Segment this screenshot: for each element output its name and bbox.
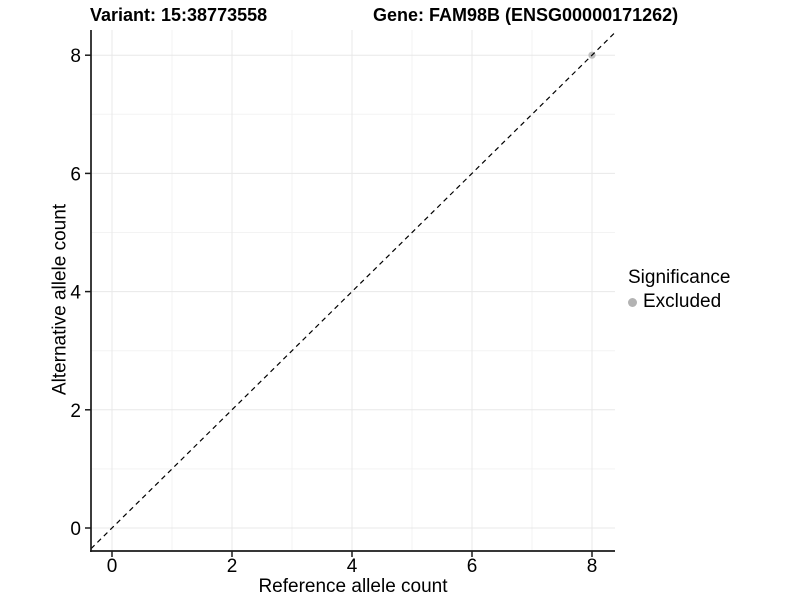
- legend-item-excluded: Excluded: [628, 291, 730, 313]
- y-tick-label: 6: [70, 164, 81, 185]
- x-tick-label: 2: [227, 556, 238, 577]
- y-tick-label: 2: [70, 401, 81, 422]
- y-tick-label: 0: [70, 519, 81, 540]
- x-axis-title: Reference allele count: [258, 576, 448, 597]
- identity-reference-line: [90, 32, 616, 550]
- variant-title: Variant: 15:38773558: [90, 5, 268, 25]
- x-tick-label: 4: [347, 556, 358, 577]
- gene-title: Gene: FAM98B (ENSG00000171262): [373, 5, 679, 25]
- x-tick-label: 8: [587, 556, 598, 577]
- y-tick-label: 4: [70, 283, 81, 304]
- legend-title: Significance: [628, 267, 731, 288]
- x-tick-label: 0: [107, 556, 118, 577]
- excluded-point-icon: [628, 297, 637, 307]
- y-axis-title: Alternative allele count: [49, 203, 71, 396]
- legend: Significance Excluded: [628, 266, 730, 313]
- y-tick-label: 8: [70, 46, 81, 67]
- x-tick-label: 6: [467, 556, 478, 577]
- legend-item-label: Excluded: [643, 291, 722, 312]
